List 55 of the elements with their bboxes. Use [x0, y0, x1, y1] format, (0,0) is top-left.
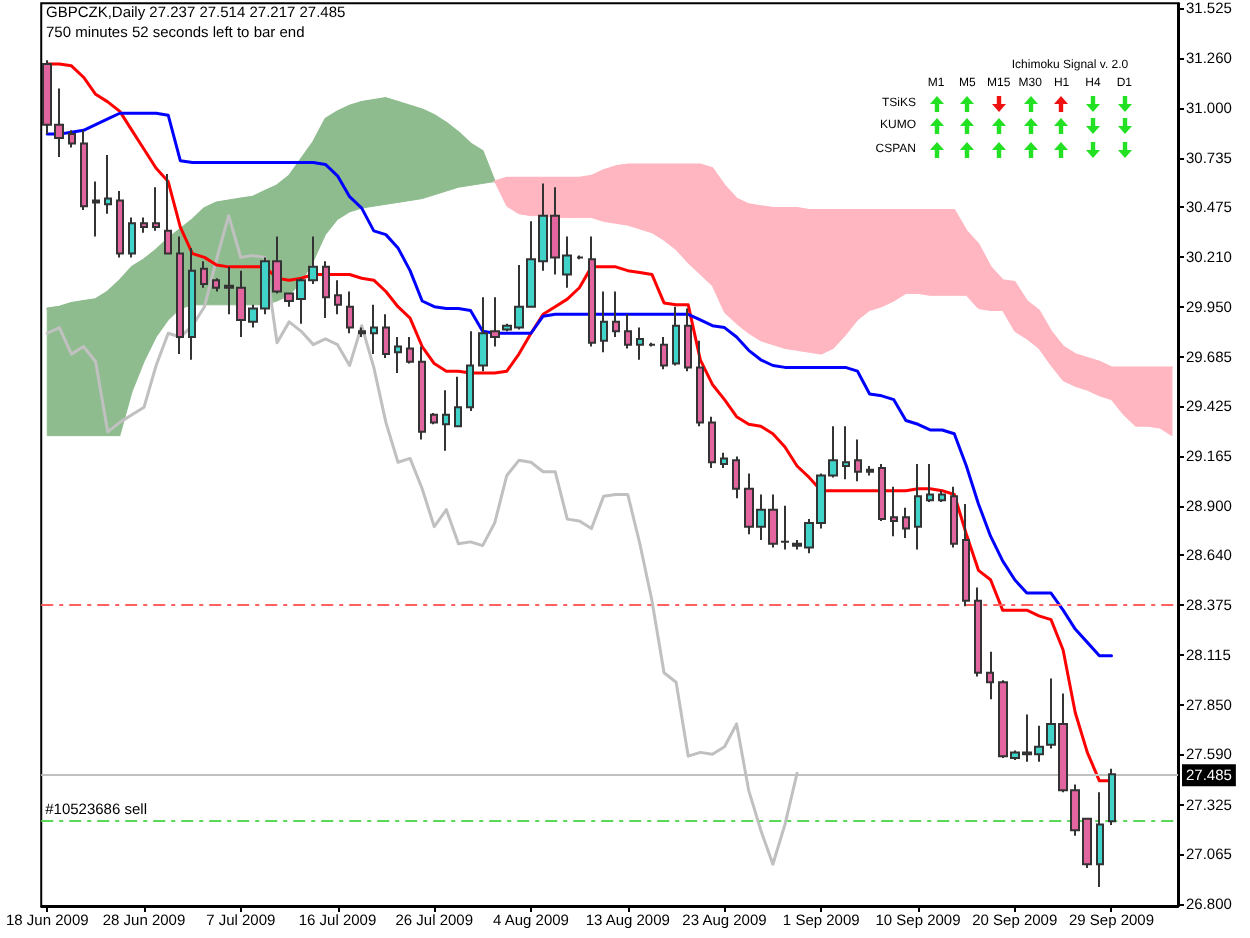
candlestick	[116, 190, 124, 259]
candlestick	[672, 305, 680, 367]
candlestick	[164, 172, 172, 255]
candlestick	[842, 425, 850, 481]
candlestick	[466, 330, 474, 413]
candlestick	[176, 235, 184, 356]
candlestick	[950, 485, 958, 549]
line-series	[45, 111, 1113, 658]
candlestick	[708, 415, 716, 469]
candlestick	[902, 506, 910, 540]
candlestick	[720, 451, 728, 469]
candlestick	[588, 235, 596, 348]
candlestick	[152, 186, 160, 232]
candlestick	[418, 345, 426, 441]
candlestick	[454, 375, 462, 428]
candlestick	[382, 313, 390, 359]
candlestick	[442, 389, 450, 452]
candlestick	[92, 180, 100, 238]
candlestick	[600, 290, 608, 354]
candlestick	[696, 339, 704, 428]
candlestick	[322, 260, 330, 320]
candlestick	[80, 129, 88, 211]
candlestick	[866, 465, 874, 477]
candlestick	[128, 216, 136, 259]
candlestick	[914, 463, 922, 551]
candlestick	[1096, 791, 1104, 889]
candlestick	[104, 153, 112, 215]
candlestick	[358, 326, 366, 339]
candlestick	[660, 336, 668, 371]
candlestick	[974, 586, 982, 678]
candlestick	[732, 455, 740, 500]
candlestick	[406, 336, 414, 365]
candlestick	[926, 463, 934, 504]
candlestick	[68, 129, 76, 149]
candlestick	[878, 463, 886, 523]
candlestick	[346, 290, 354, 335]
candlestick	[962, 502, 970, 608]
candlestick	[612, 290, 620, 339]
candlestick	[624, 313, 632, 350]
candlestick	[636, 326, 644, 361]
line-series	[45, 62, 1113, 783]
candlestick	[200, 260, 208, 289]
candlestick	[212, 277, 220, 293]
candlestick	[890, 485, 898, 538]
candlestick	[430, 411, 438, 426]
candlestick	[334, 279, 342, 316]
candlestick	[854, 438, 862, 483]
candlestick	[684, 307, 692, 373]
candlestick	[986, 650, 994, 701]
candlestick	[938, 489, 946, 504]
candlestick	[140, 216, 148, 234]
candlestick	[394, 336, 402, 375]
candlestick	[1108, 767, 1116, 827]
candlestick	[370, 303, 378, 356]
candlestick	[188, 246, 196, 361]
